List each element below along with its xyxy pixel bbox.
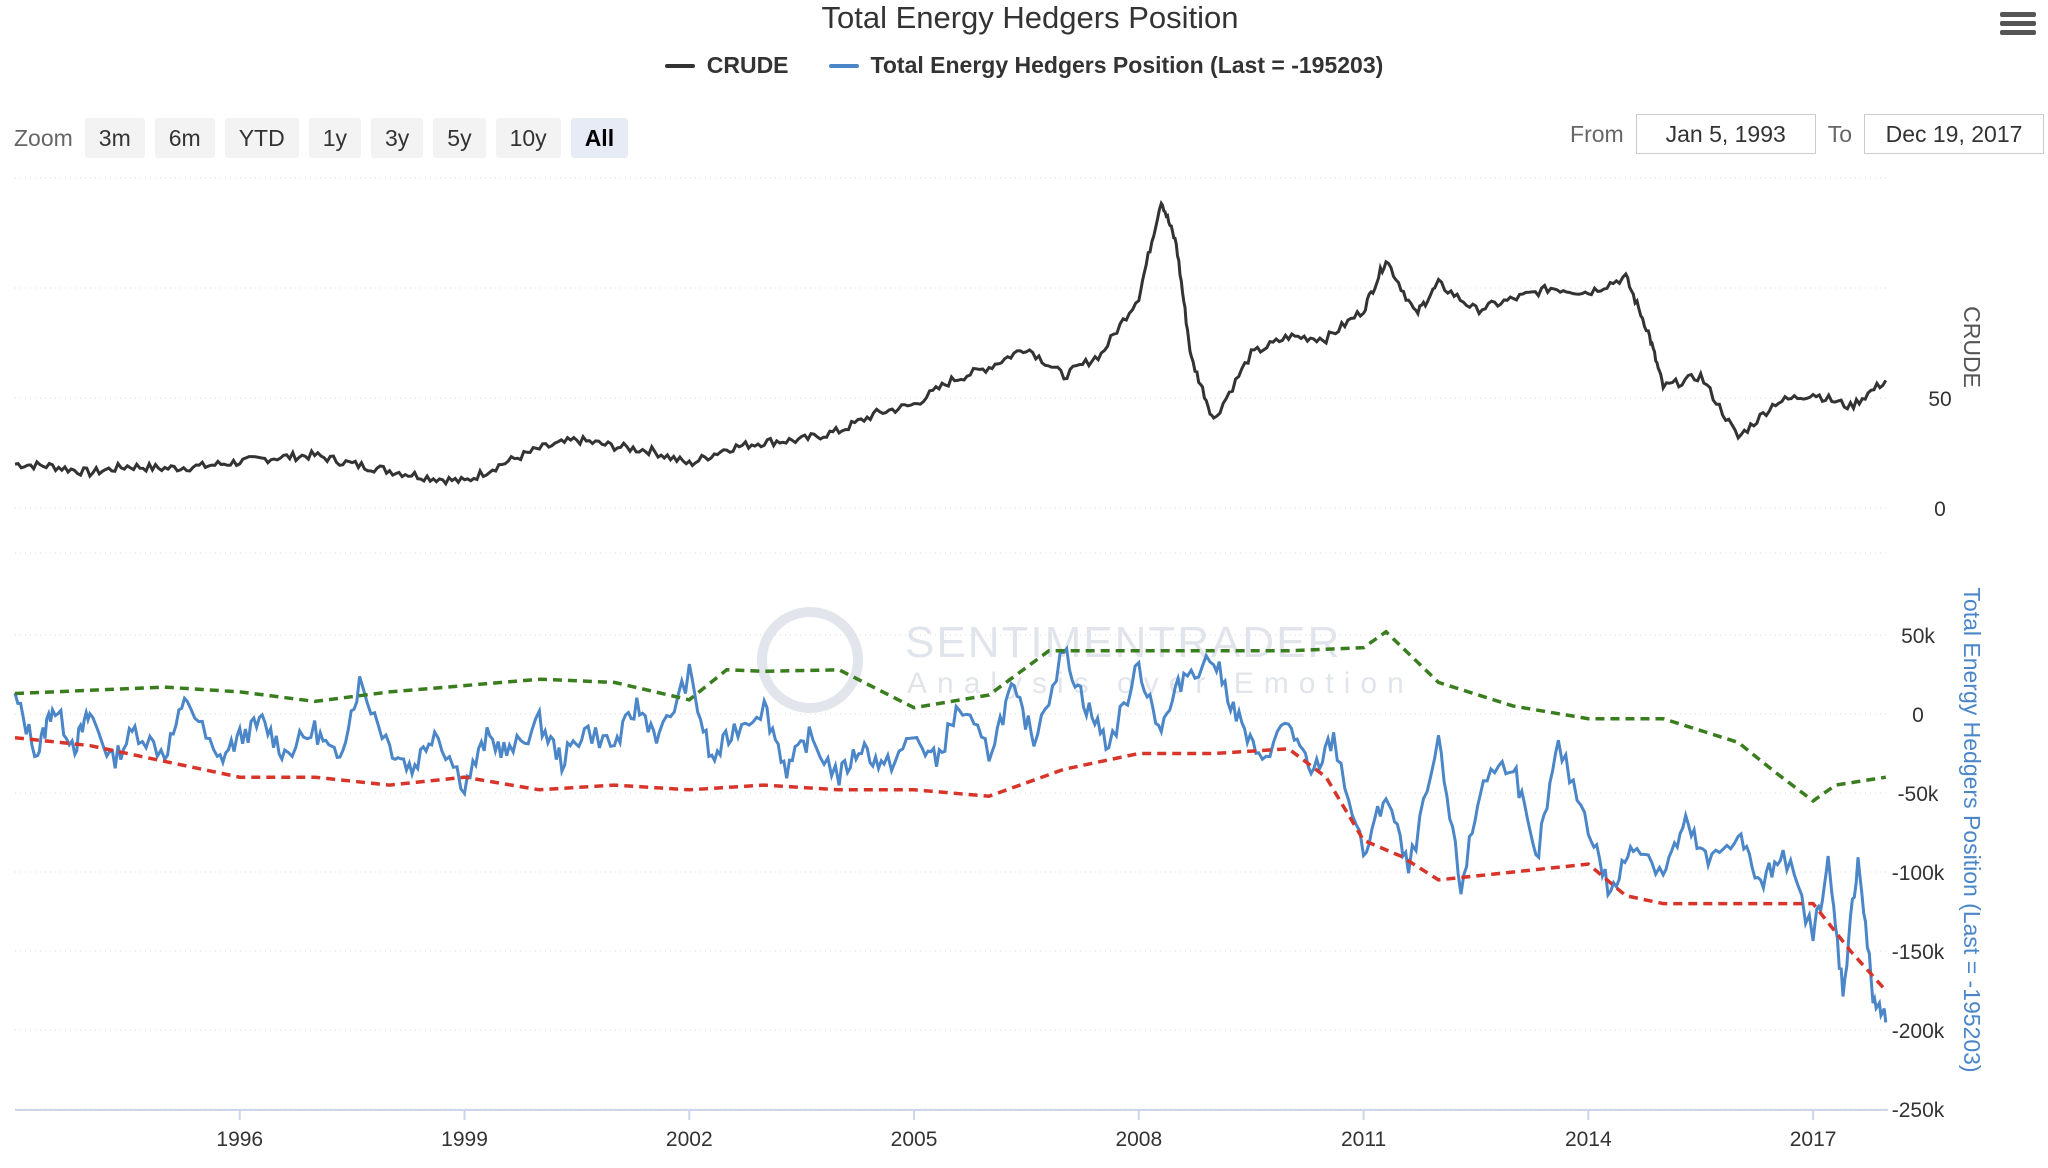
hamburger-menu-icon[interactable] (2000, 8, 2036, 42)
legend-label-crude: CRUDE (706, 52, 789, 78)
legend-swatch-hedgers (828, 63, 859, 68)
hedgers-ytick-label: -150k (1892, 941, 1945, 964)
legend-swatch-crude (664, 63, 695, 68)
watermark-logo-icon (757, 607, 863, 713)
legend-item-crude[interactable]: CRUDE (664, 52, 789, 79)
watermark-brand: SENTIMENTRADER (905, 618, 1341, 667)
hedgers-ytick-label: 50k (1901, 625, 1935, 648)
hedgers-ytick-label: -250k (1892, 1099, 1945, 1122)
x-tick-label: 2017 (1790, 1128, 1837, 1151)
hedgers-ytick-label: -50k (1898, 783, 1939, 806)
from-date-input[interactable] (1635, 114, 1816, 154)
crude-ytick-label: 0 (1934, 498, 1946, 521)
legend: CRUDE Total Energy Hedgers Position (Las… (0, 52, 2048, 79)
zoom-6m-button[interactable]: 6m (154, 118, 215, 158)
to-date-input[interactable] (1864, 114, 2044, 154)
legend-label-hedgers: Total Energy Hedgers Position (Last = -1… (870, 52, 1384, 78)
zoom-5y-button[interactable]: 5y (433, 118, 486, 158)
series-crude-line (14, 199, 1888, 487)
series-upper-band-line (14, 629, 1887, 804)
x-tick-label: 2014 (1565, 1128, 1612, 1151)
x-tick-label: 2011 (1341, 1128, 1386, 1151)
from-label: From (1570, 120, 1624, 147)
zoom-3m-button[interactable]: 3m (84, 118, 145, 158)
zoom-10y-button[interactable]: 10y (495, 118, 561, 158)
hedgers-ytick-label: 0 (1912, 704, 1924, 727)
zoom-3y-button[interactable]: 3y (371, 118, 424, 158)
to-label: To (1827, 120, 1852, 147)
series-hedgers-line (13, 644, 1888, 1023)
zoom-ytd-button[interactable]: YTD (224, 118, 299, 158)
crude-axis-title: CRUDE (1959, 306, 1985, 388)
zoom-all-button[interactable]: All (570, 118, 629, 158)
x-tick-label: 1996 (216, 1128, 263, 1151)
hedgers-ytick-label: -100k (1892, 862, 1945, 885)
zoom-label: Zoom (14, 124, 73, 151)
date-range-selector: From To (1558, 114, 2044, 154)
hedgers-ytick-label: -200k (1892, 1020, 1945, 1043)
series-lower-band-line (14, 735, 1888, 992)
x-tick-label: 1999 (441, 1128, 488, 1151)
crude-ytick-label: 50 (1928, 388, 1951, 411)
zoom-controls: Zoom 3m 6m YTD 1y 3y 5y 10y All (14, 118, 638, 158)
x-tick-label: 2005 (891, 1128, 938, 1151)
x-tick-label: 2008 (1115, 1128, 1162, 1151)
hedgers-axis-title: Total Energy Hedgers Position (Last = -1… (1959, 587, 1985, 1072)
zoom-1y-button[interactable]: 1y (308, 118, 361, 158)
chart-title: Total Energy Hedgers Position (821, 0, 1239, 35)
watermark-tagline: Analysis over Emotion (907, 667, 1414, 700)
x-tick-label: 2002 (666, 1128, 713, 1151)
legend-item-hedgers[interactable]: Total Energy Hedgers Position (Last = -1… (828, 52, 1384, 79)
